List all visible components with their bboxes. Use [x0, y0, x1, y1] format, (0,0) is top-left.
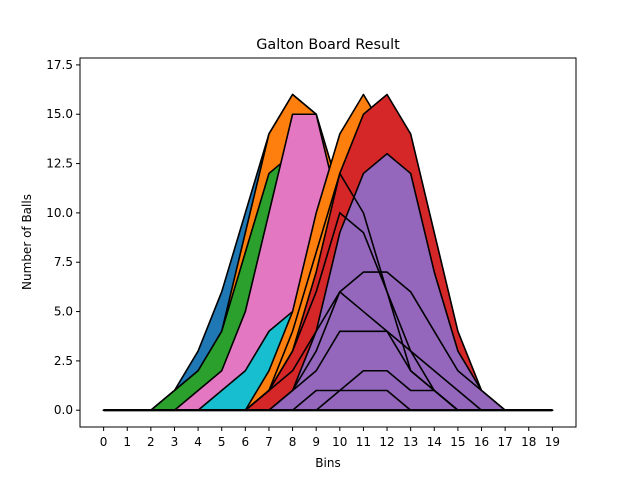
x-tick-label: 4	[194, 435, 202, 449]
x-tick-label: 15	[450, 435, 465, 449]
x-tick-label: 12	[379, 435, 394, 449]
x-tick-label: 8	[289, 435, 297, 449]
x-tick-label: 13	[403, 435, 418, 449]
x-tick-label: 2	[147, 435, 155, 449]
axes-frame	[79, 57, 577, 428]
x-tick-label: 10	[332, 435, 347, 449]
x-tick-label: 19	[545, 435, 560, 449]
x-tick-label: 1	[123, 435, 131, 449]
y-axis: 0.0 2.5 5.0 7.5 10.0 12.5 15.0 17.5	[46, 58, 80, 417]
x-tick-label: 9	[312, 435, 320, 449]
x-tick-label: 14	[427, 435, 442, 449]
x-axis-label: Bins	[315, 456, 340, 470]
chart-title: Galton Board Result	[256, 37, 400, 53]
y-tick-label: 17.5	[46, 58, 73, 72]
x-tick-label: 0	[100, 435, 108, 449]
plot-area	[102, 93, 554, 412]
y-tick-label: 12.5	[46, 157, 73, 171]
y-axis-label: Number of Balls	[20, 194, 34, 290]
x-axis: 0 1 2 3 4 5 6 7 8 9 10 11 12 13 14 15 16 17 18 19	[100, 427, 560, 449]
y-tick-label: 2.5	[54, 354, 73, 368]
x-tick-label: 11	[356, 435, 371, 449]
x-tick-label: 16	[474, 435, 489, 449]
y-tick-label: 0.0	[54, 403, 73, 417]
x-tick-label: 7	[265, 435, 273, 449]
y-tick-label: 15.0	[46, 107, 73, 121]
y-tick-label: 10.0	[46, 206, 73, 220]
x-tick-label: 18	[521, 435, 536, 449]
x-tick-label: 3	[171, 435, 179, 449]
x-tick-label: 17	[498, 435, 513, 449]
y-tick-label: 5.0	[54, 305, 73, 319]
x-tick-label: 6	[242, 435, 250, 449]
y-tick-label: 7.5	[54, 255, 73, 269]
x-tick-label: 5	[218, 435, 226, 449]
